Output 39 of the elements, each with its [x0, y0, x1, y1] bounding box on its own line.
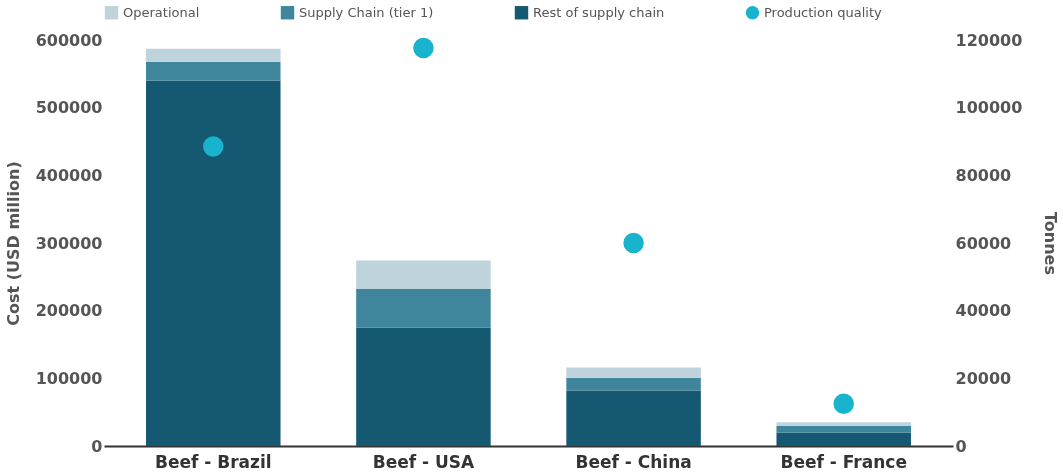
- bar: [776, 432, 911, 446]
- y-tick-label: 600000: [35, 30, 103, 50]
- x-tick-label: Beef - France: [780, 451, 907, 472]
- bar: [356, 289, 491, 328]
- bar: [566, 367, 701, 378]
- point: [203, 136, 224, 157]
- y-tick-label: 0: [91, 436, 103, 456]
- legend-label: Rest of supply chain: [533, 4, 665, 20]
- x-tick-label: Beef - China: [575, 451, 692, 472]
- bar: [356, 260, 491, 290]
- y-tick-label: 300000: [35, 233, 103, 253]
- bar: [146, 61, 281, 81]
- x-tick-label: Beef - USA: [372, 451, 476, 472]
- y2-tick-label: 20000: [955, 368, 1012, 388]
- point: [833, 393, 854, 414]
- y2-tick-label: 60000: [955, 233, 1012, 253]
- bar: [146, 80, 281, 446]
- point: [413, 37, 434, 59]
- legend-label: Production quality: [764, 4, 883, 20]
- y-axis-title: Cost (USD million): [3, 161, 23, 326]
- legend-label: Operational: [123, 4, 200, 20]
- y-tick-label: 400000: [35, 165, 103, 185]
- y2-tick-label: 0: [955, 436, 967, 456]
- y2-tick-label: 40000: [955, 301, 1012, 321]
- y2-tick-label: 80000: [955, 165, 1012, 185]
- y-tick-label: 500000: [35, 98, 103, 118]
- x-tick-label: Beef - Brazil: [154, 451, 272, 472]
- point: [623, 232, 644, 254]
- legend-label: Supply Chain (tier 1): [299, 4, 434, 20]
- bar: [566, 390, 701, 446]
- y2-axis-title: Tonnes: [1041, 212, 1061, 275]
- y-tick-label: 100000: [35, 368, 103, 388]
- y-tick-label: 200000: [35, 301, 103, 321]
- y2-tick-label: 120000: [955, 30, 1023, 50]
- bar: [566, 377, 701, 391]
- y2-tick-label: 100000: [955, 98, 1023, 118]
- bar: [146, 48, 281, 62]
- bar: [356, 327, 491, 446]
- bar: [776, 422, 911, 426]
